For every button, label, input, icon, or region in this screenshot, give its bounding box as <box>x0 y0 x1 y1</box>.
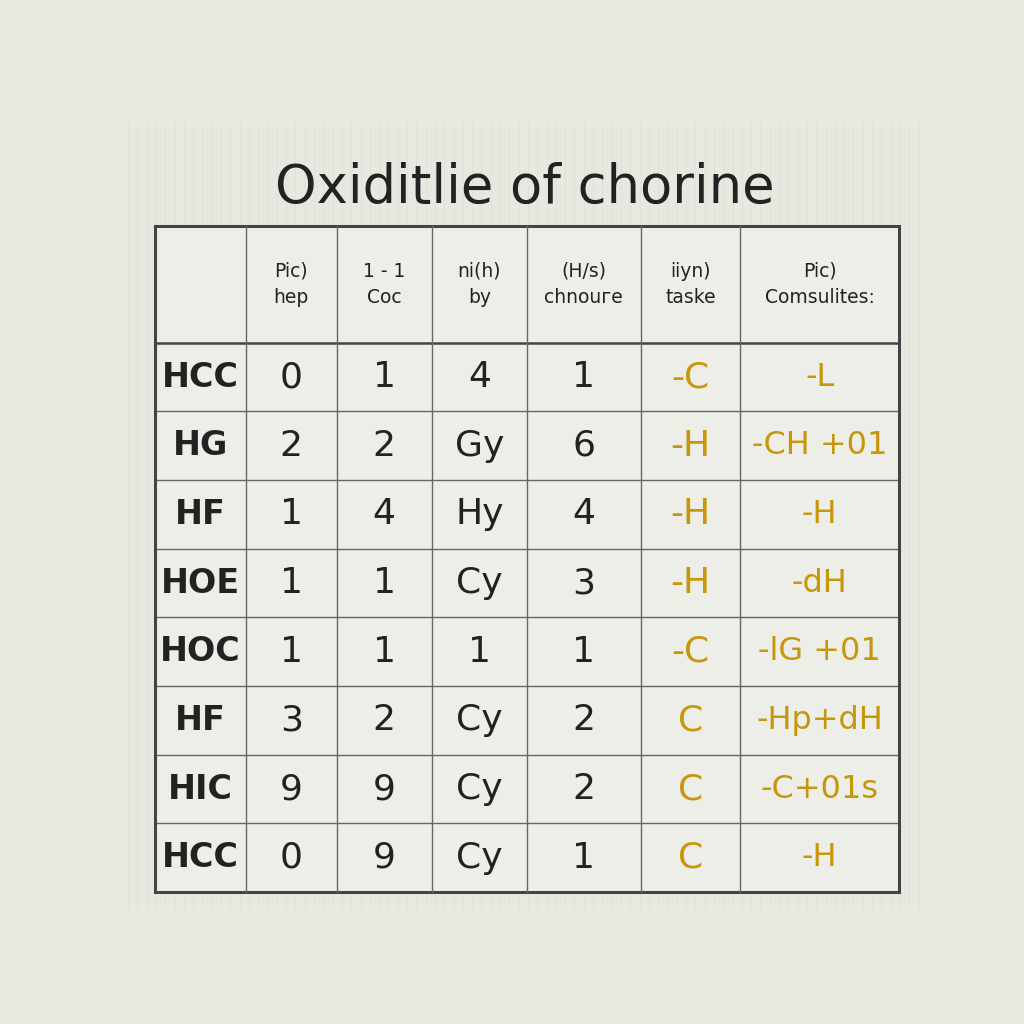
Text: HOC: HOC <box>160 635 241 669</box>
Text: C: C <box>678 703 703 737</box>
Text: Cy: Cy <box>456 841 503 874</box>
Text: 9: 9 <box>373 772 395 806</box>
Text: 3: 3 <box>572 566 595 600</box>
Text: 6: 6 <box>572 429 595 463</box>
Text: 3: 3 <box>280 703 303 737</box>
Text: -Hp+dH: -Hp+dH <box>757 705 883 736</box>
Text: -H: -H <box>671 429 711 463</box>
Text: 1: 1 <box>373 360 395 394</box>
Text: 2: 2 <box>572 772 595 806</box>
Text: -L: -L <box>805 361 835 392</box>
Text: Cy: Cy <box>456 772 503 806</box>
Text: 2: 2 <box>373 429 395 463</box>
Text: ni(h)
by: ni(h) by <box>458 262 501 307</box>
Text: C: C <box>678 841 703 874</box>
Text: -H: -H <box>802 499 838 530</box>
Text: Hy: Hy <box>456 498 504 531</box>
Text: 1: 1 <box>280 635 303 669</box>
Text: 2: 2 <box>572 703 595 737</box>
Text: -lG +01: -lG +01 <box>759 636 882 668</box>
Text: (H/s)
chnouге: (H/s) chnouге <box>545 262 624 307</box>
Text: 0: 0 <box>280 360 303 394</box>
Text: Cy: Cy <box>456 566 503 600</box>
Text: HCC: HCC <box>162 842 239 874</box>
Text: 1: 1 <box>572 360 595 394</box>
Text: 4: 4 <box>468 360 490 394</box>
Text: 1 - 1
Coc: 1 - 1 Coc <box>364 262 406 307</box>
Text: HIC: HIC <box>168 773 233 806</box>
Text: HF: HF <box>175 703 226 737</box>
Text: 4: 4 <box>373 498 395 531</box>
Text: -H: -H <box>671 566 711 600</box>
Text: HG: HG <box>173 429 228 462</box>
Text: HCC: HCC <box>162 360 239 393</box>
Text: C: C <box>678 772 703 806</box>
Text: -H: -H <box>802 843 838 873</box>
Text: 0: 0 <box>280 841 303 874</box>
Text: iiyn)
taske: iiyn) taske <box>666 262 716 307</box>
Text: 2: 2 <box>280 429 303 463</box>
Text: 1: 1 <box>572 841 595 874</box>
Text: HF: HF <box>175 498 226 531</box>
Text: -dH: -dH <box>792 567 848 599</box>
Text: Pic)
hep: Pic) hep <box>273 262 309 307</box>
Text: -C: -C <box>672 635 710 669</box>
Text: Oxiditlie of chorine: Oxiditlie of chorine <box>275 162 774 214</box>
Text: Gy: Gy <box>455 429 504 463</box>
Text: 1: 1 <box>280 498 303 531</box>
Text: 1: 1 <box>280 566 303 600</box>
Text: 9: 9 <box>373 841 395 874</box>
Text: Pic)
Comsulites:: Pic) Comsulites: <box>765 262 874 307</box>
Bar <box>155 226 899 892</box>
Text: -H: -H <box>671 498 711 531</box>
Text: -C+01s: -C+01s <box>761 773 879 805</box>
Text: 1: 1 <box>373 566 395 600</box>
Text: Cy: Cy <box>456 703 503 737</box>
Text: 1: 1 <box>572 635 595 669</box>
Text: 1: 1 <box>468 635 490 669</box>
Text: 2: 2 <box>373 703 395 737</box>
Text: 1: 1 <box>373 635 395 669</box>
Text: 9: 9 <box>280 772 303 806</box>
Text: -CH +01: -CH +01 <box>752 430 888 461</box>
Text: 4: 4 <box>572 498 595 531</box>
Text: -C: -C <box>672 360 710 394</box>
Text: HOE: HOE <box>161 566 240 600</box>
